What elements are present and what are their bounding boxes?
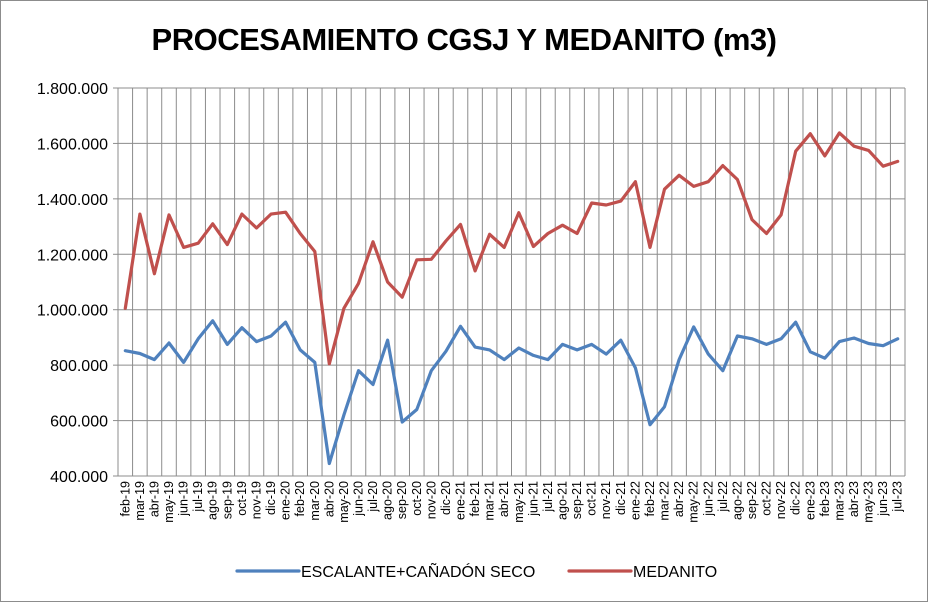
x-tick-label: ago-21 xyxy=(556,481,570,520)
x-tick-label: sep-22 xyxy=(745,481,759,519)
x-tick-label: oct-21 xyxy=(585,481,599,516)
x-tick-label: jun-19 xyxy=(177,481,191,517)
x-tick-label: abr-20 xyxy=(322,481,336,517)
x-tick-label: feb-23 xyxy=(818,481,832,516)
x-tick-label: sep-20 xyxy=(395,481,409,519)
x-tick-label: ago-22 xyxy=(730,481,744,520)
x-tick-label: may-19 xyxy=(162,481,176,523)
x-tick-label: dic-22 xyxy=(789,481,803,515)
x-tick-label: abr-19 xyxy=(147,481,161,517)
x-tick-label: jul-23 xyxy=(891,481,905,513)
x-tick-label: ene-21 xyxy=(453,481,467,520)
x-tick-label: dic-21 xyxy=(614,481,628,515)
x-tick-label: sep-21 xyxy=(570,481,584,519)
x-tick-label: abr-21 xyxy=(497,481,511,517)
x-tick-label: abr-23 xyxy=(847,481,861,517)
x-tick-label: feb-20 xyxy=(293,481,307,516)
x-tick-label: jun-21 xyxy=(526,481,540,517)
series-lines xyxy=(123,131,900,466)
x-tick-label: ago-20 xyxy=(381,481,395,520)
chart-title: PROCESAMIENTO CGSJ Y MEDANITO (m3) xyxy=(151,22,777,57)
x-tick-label: may-20 xyxy=(337,481,351,523)
x-tick-label: nov-19 xyxy=(249,481,263,519)
x-tick-label: ago-19 xyxy=(206,481,220,520)
y-tick-label: 1.800.000 xyxy=(37,81,108,98)
series-line-escalante-canadon-seco xyxy=(123,319,900,466)
x-tick-label: abr-22 xyxy=(672,481,686,517)
y-tick-label: 400.000 xyxy=(50,469,108,486)
x-tick-label: oct-22 xyxy=(760,481,774,516)
x-tick-label: jun-23 xyxy=(876,481,890,517)
series-line-medanito xyxy=(123,131,900,366)
x-tick-label: dic-20 xyxy=(439,481,453,515)
x-tick-label: ene-22 xyxy=(628,481,642,520)
y-tick-label: 600.000 xyxy=(50,414,108,431)
legend: ESCALANTE+CAÑADÓN SECO MEDANITO xyxy=(235,561,717,581)
x-tick-label: feb-22 xyxy=(643,481,657,516)
x-tick-label: may-22 xyxy=(687,481,701,523)
x-tick-label: jun-20 xyxy=(351,481,365,517)
x-tick-label: ene-20 xyxy=(279,481,293,520)
legend-label: ESCALANTE+CAÑADÓN SECO xyxy=(301,561,535,581)
x-tick-label: oct-20 xyxy=(410,481,424,516)
x-tick-label: jul-21 xyxy=(541,481,555,513)
x-tick-label: feb-19 xyxy=(118,481,132,516)
x-tick-label: feb-21 xyxy=(468,481,482,516)
x-tick-label: sep-19 xyxy=(220,481,234,519)
x-tick-label: jul-22 xyxy=(716,481,730,513)
grid xyxy=(117,87,906,477)
y-axis: 400.000 600.000 800.000 1.000.000 1.200.000 1… xyxy=(37,81,119,486)
x-tick-label: jul-20 xyxy=(366,481,380,513)
x-tick-label: oct-19 xyxy=(235,481,249,516)
x-axis: feb-19 mar-19 abr-19 may-19 jun-19 jul-19 ago-… xyxy=(118,475,905,523)
y-tick-label: 1.400.000 xyxy=(37,192,108,209)
legend-label: MEDANITO xyxy=(633,564,717,581)
x-tick-label: ene-23 xyxy=(803,481,817,520)
x-tick-label: may-21 xyxy=(512,481,526,523)
y-tick-label: 1.600.000 xyxy=(37,136,108,153)
y-tick-label: 1.200.000 xyxy=(37,247,108,264)
x-tick-label: nov-22 xyxy=(774,481,788,519)
x-tick-label: mar-23 xyxy=(832,481,846,521)
x-tick-label: mar-22 xyxy=(658,481,672,521)
x-tick-label: nov-20 xyxy=(424,481,438,519)
x-tick-label: mar-21 xyxy=(483,481,497,521)
x-tick-label: dic-19 xyxy=(264,481,278,515)
x-tick-label: jun-22 xyxy=(701,481,715,517)
x-tick-label: may-23 xyxy=(862,481,876,523)
x-tick-label: nov-21 xyxy=(599,481,613,519)
x-tick-label: jul-19 xyxy=(191,481,205,513)
y-tick-label: 800.000 xyxy=(50,358,108,375)
x-tick-label: mar-20 xyxy=(308,481,322,521)
x-tick-label: mar-19 xyxy=(133,481,147,521)
y-tick-label: 1.000.000 xyxy=(37,303,108,320)
